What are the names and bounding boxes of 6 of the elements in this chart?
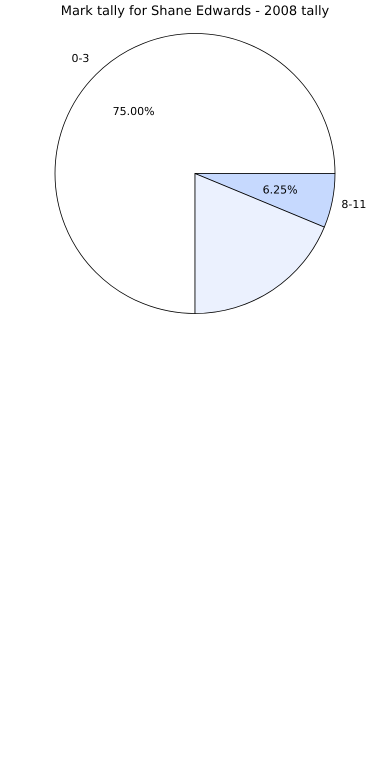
slice-label: 0-3 (71, 52, 90, 65)
data-label: 6.25% (262, 183, 298, 196)
pie-slice (54, 33, 336, 314)
slice-label: 8-11 (341, 198, 366, 212)
chart-title: Mark tally for Shane Edwards - 2008 tally (60, 4, 330, 19)
data-label: 75.00% (112, 105, 155, 118)
